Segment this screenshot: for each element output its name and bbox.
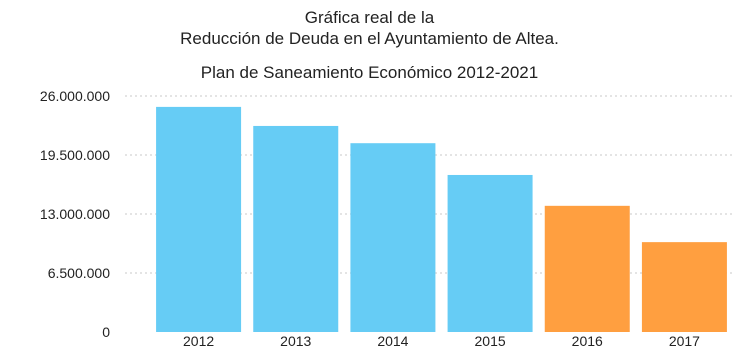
bar-layer [156, 106, 727, 333]
y-tick-label: 13.000.000 [40, 206, 110, 222]
chart-title-line-2: Reducción de Deuda en el Ayuntamiento de… [180, 29, 559, 48]
bar-2012 [156, 106, 242, 333]
x-axis-ticks: 2012 2013 2014 2015 2016 2017 [183, 333, 700, 348]
x-tick-label: 2014 [377, 333, 408, 348]
bar-2013 [253, 125, 339, 332]
bar-2016 [544, 205, 630, 332]
y-axis-ticks: 0 6.500.000 13.000.000 19.500.000 26.000.000 [40, 88, 110, 340]
bar-2017 [641, 242, 727, 332]
bar-2014 [350, 143, 436, 332]
x-tick-label: 2012 [183, 333, 214, 348]
x-tick-label: 2015 [475, 333, 506, 348]
chart-subtitle: Plan de Saneamiento Económico 2012-2021 [200, 63, 539, 82]
y-tick-label: 19.500.000 [40, 147, 110, 163]
x-tick-label: 2017 [669, 333, 700, 348]
y-tick-label: 26.000.000 [40, 88, 110, 104]
y-tick-label: 6.500.000 [48, 265, 110, 281]
x-tick-label: 2013 [280, 333, 311, 348]
chart-title-line-1: Gráfica real de la [304, 8, 435, 27]
x-tick-label: 2016 [572, 333, 603, 348]
y-tick-label: 0 [102, 324, 110, 340]
bar-2015 [447, 174, 533, 332]
